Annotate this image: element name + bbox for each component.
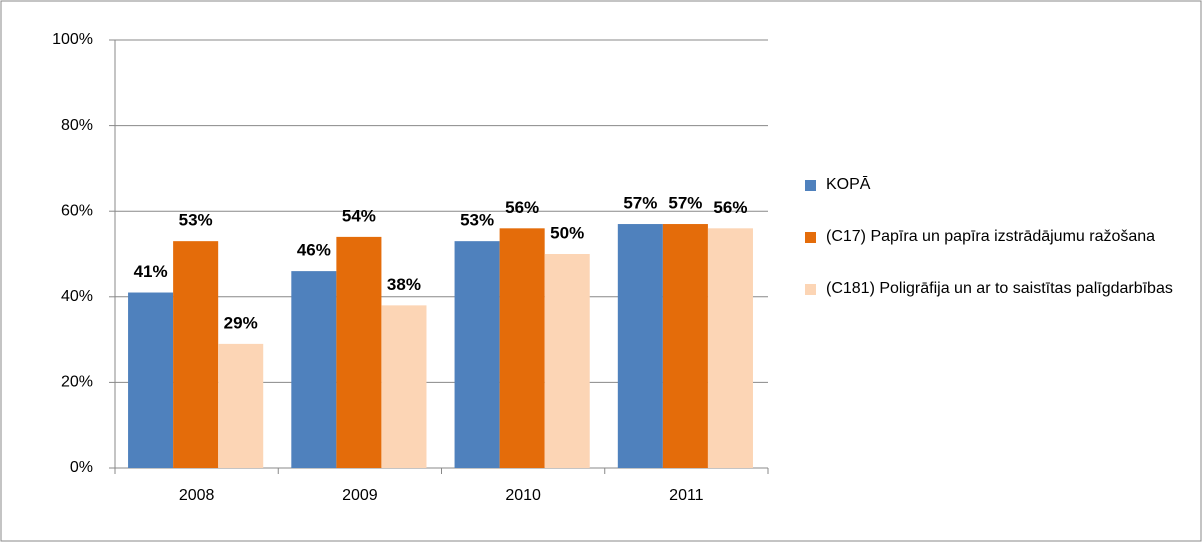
y-tick-label: 100%	[52, 31, 93, 48]
data-label: 38%	[387, 275, 421, 294]
bar	[381, 305, 427, 468]
x-tick-label: 2010	[505, 487, 541, 504]
legend-item: (C17) Papīra un papīra izstrādājumu ražo…	[805, 224, 1175, 250]
data-label: 53%	[460, 211, 494, 230]
data-label: 50%	[550, 223, 584, 242]
legend: KOPĀ (C17) Papīra un papīra izstrādājumu …	[805, 172, 1175, 302]
bar	[662, 224, 708, 468]
legend-swatch	[805, 232, 816, 243]
bar	[336, 236, 382, 468]
bar	[128, 292, 174, 468]
data-label: 29%	[224, 313, 258, 332]
data-label: 57%	[623, 194, 657, 213]
legend-item: KOPĀ	[805, 172, 1175, 198]
bar	[707, 228, 753, 468]
bar	[499, 228, 545, 468]
bar	[291, 271, 337, 468]
legend-item: (C181) Poligrāfija un ar to saistītas pa…	[805, 276, 1175, 302]
data-label: 56%	[505, 198, 539, 217]
data-label: 53%	[179, 211, 213, 230]
legend-swatch	[805, 284, 816, 295]
bar	[617, 224, 663, 468]
y-tick-label: 80%	[61, 117, 93, 134]
x-tick-label: 2009	[342, 487, 378, 504]
data-label: 41%	[134, 262, 168, 281]
legend-label: (C181) Poligrāfija un ar to saistītas pa…	[826, 280, 1173, 297]
legend-swatch	[805, 180, 816, 191]
bar	[218, 343, 264, 468]
data-label: 54%	[342, 206, 376, 225]
y-tick-label: 40%	[61, 288, 93, 305]
bar	[173, 241, 219, 468]
x-tick-label: 2011	[669, 487, 704, 504]
bar	[454, 241, 500, 468]
legend-label: (C17) Papīra un papīra izstrādājumu ražo…	[826, 228, 1156, 245]
legend-label: KOPĀ	[826, 176, 871, 193]
bar	[544, 254, 590, 468]
data-label: 46%	[297, 241, 331, 260]
y-tick-label: 0%	[70, 459, 93, 476]
y-tick-label: 20%	[61, 374, 93, 391]
y-tick-label: 60%	[61, 202, 93, 219]
data-label: 57%	[668, 194, 702, 213]
x-tick-label: 2008	[179, 487, 215, 504]
data-label: 56%	[713, 198, 747, 217]
